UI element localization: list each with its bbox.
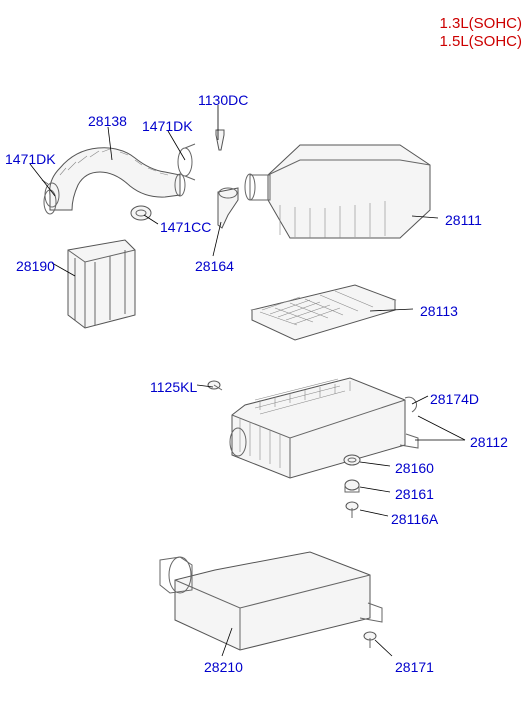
callout-28161[interactable]: 28161 (395, 486, 434, 502)
part-air-intake-hose (44, 148, 185, 214)
engine-variant-2: 1.5L(SOHC) (439, 33, 522, 50)
callout-28171[interactable]: 28171 (395, 659, 434, 675)
callout-1471CC[interactable]: 1471CC (160, 219, 211, 235)
callout-1471DK[interactable]: 1471DK (142, 118, 193, 134)
diagram-container: 1.3L(SOHC) 1.5L(SOHC) 1130DC 28138 1471DK 1… (0, 0, 532, 727)
part-air-filter-element (252, 285, 395, 340)
part-air-cleaner-cover (245, 145, 430, 238)
callout-28190[interactable]: 28190 (16, 258, 55, 274)
callout-28111[interactable]: 28111 (445, 212, 482, 228)
callout-28164[interactable]: 28164 (195, 258, 234, 274)
engine-variant-1: 1.3L(SOHC) (439, 15, 522, 32)
callout-28174D[interactable]: 28174D (430, 391, 479, 407)
part-bolt-b (208, 381, 222, 390)
callout-28160[interactable]: 28160 (395, 460, 434, 476)
part-insulator (344, 455, 360, 465)
part-collar (345, 480, 359, 492)
callout-1471DK[interactable]: 1471DK (5, 151, 56, 167)
callout-28113[interactable]: 28113 (420, 303, 458, 319)
part-clip (405, 397, 417, 412)
callout-28112[interactable]: 28112 (470, 434, 508, 450)
callout-28138[interactable]: 28138 (88, 113, 127, 129)
part-air-intake-duct (160, 552, 382, 650)
parts-drawing (0, 0, 532, 727)
part-bolt-c (346, 502, 358, 518)
callout-1130DC[interactable]: 1130DC (198, 92, 248, 108)
part-clamp-a (178, 144, 195, 180)
part-resonator (68, 240, 135, 328)
part-bolt-a (216, 130, 224, 150)
part-screw (364, 632, 376, 648)
callout-28116A[interactable]: 28116A (391, 511, 438, 527)
callout-28210[interactable]: 28210 (204, 659, 243, 675)
callout-1125KL[interactable]: 1125KL (150, 379, 197, 395)
part-air-cleaner-body (230, 378, 418, 478)
